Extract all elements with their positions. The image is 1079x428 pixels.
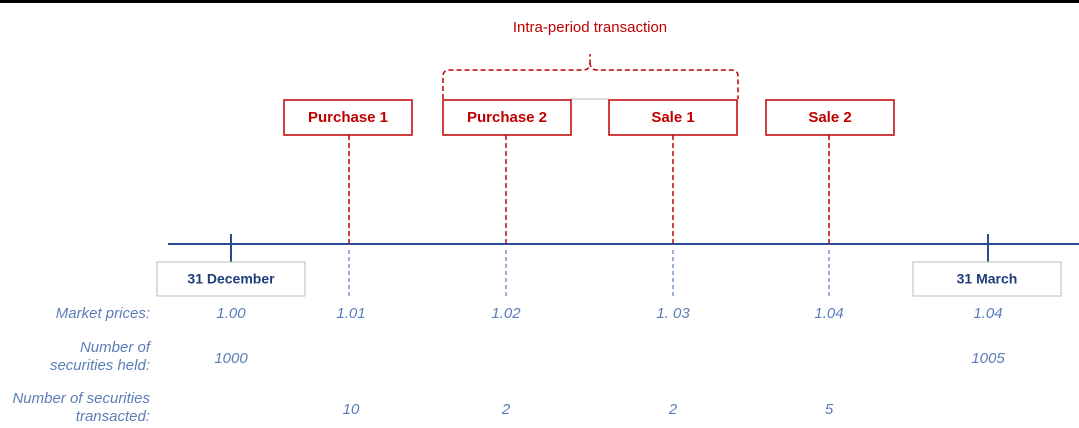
row-label: transacted:: [76, 408, 150, 425]
row-value: 1.04: [973, 305, 1002, 322]
row-value: 1.02: [491, 305, 521, 322]
event-label: Purchase 1: [308, 109, 388, 126]
row-value: 1.04: [814, 305, 843, 322]
row-value: 10: [343, 401, 360, 418]
date-box: [156, 261, 306, 297]
date-box: [912, 261, 1062, 297]
row-label: securities held:: [50, 357, 150, 374]
row-label: Number of securities: [12, 390, 150, 407]
date-label: 31 December: [187, 271, 275, 287]
row-value: 2: [668, 401, 678, 418]
row-value: 1.01: [336, 305, 365, 322]
row-value: 2: [501, 401, 511, 418]
row-value: 1000: [214, 350, 248, 367]
row-value: 5: [825, 401, 834, 418]
event-box: [283, 99, 413, 136]
event-label: Purchase 2: [467, 109, 547, 126]
row-value: 1. 03: [656, 305, 690, 322]
date-label: 31 March: [957, 271, 1018, 287]
event-box: [765, 99, 895, 136]
event-label: Sale 2: [808, 109, 851, 126]
row-value: 1.00: [216, 305, 246, 322]
event-label: Sale 1: [651, 109, 694, 126]
row-value: 1005: [971, 350, 1005, 367]
event-box: [442, 99, 572, 136]
brace-title: Intra-period transaction: [513, 19, 667, 36]
event-box: [608, 99, 738, 136]
row-label: Number of: [80, 339, 152, 356]
row-label: Market prices:: [56, 305, 150, 322]
brace: [442, 54, 739, 99]
